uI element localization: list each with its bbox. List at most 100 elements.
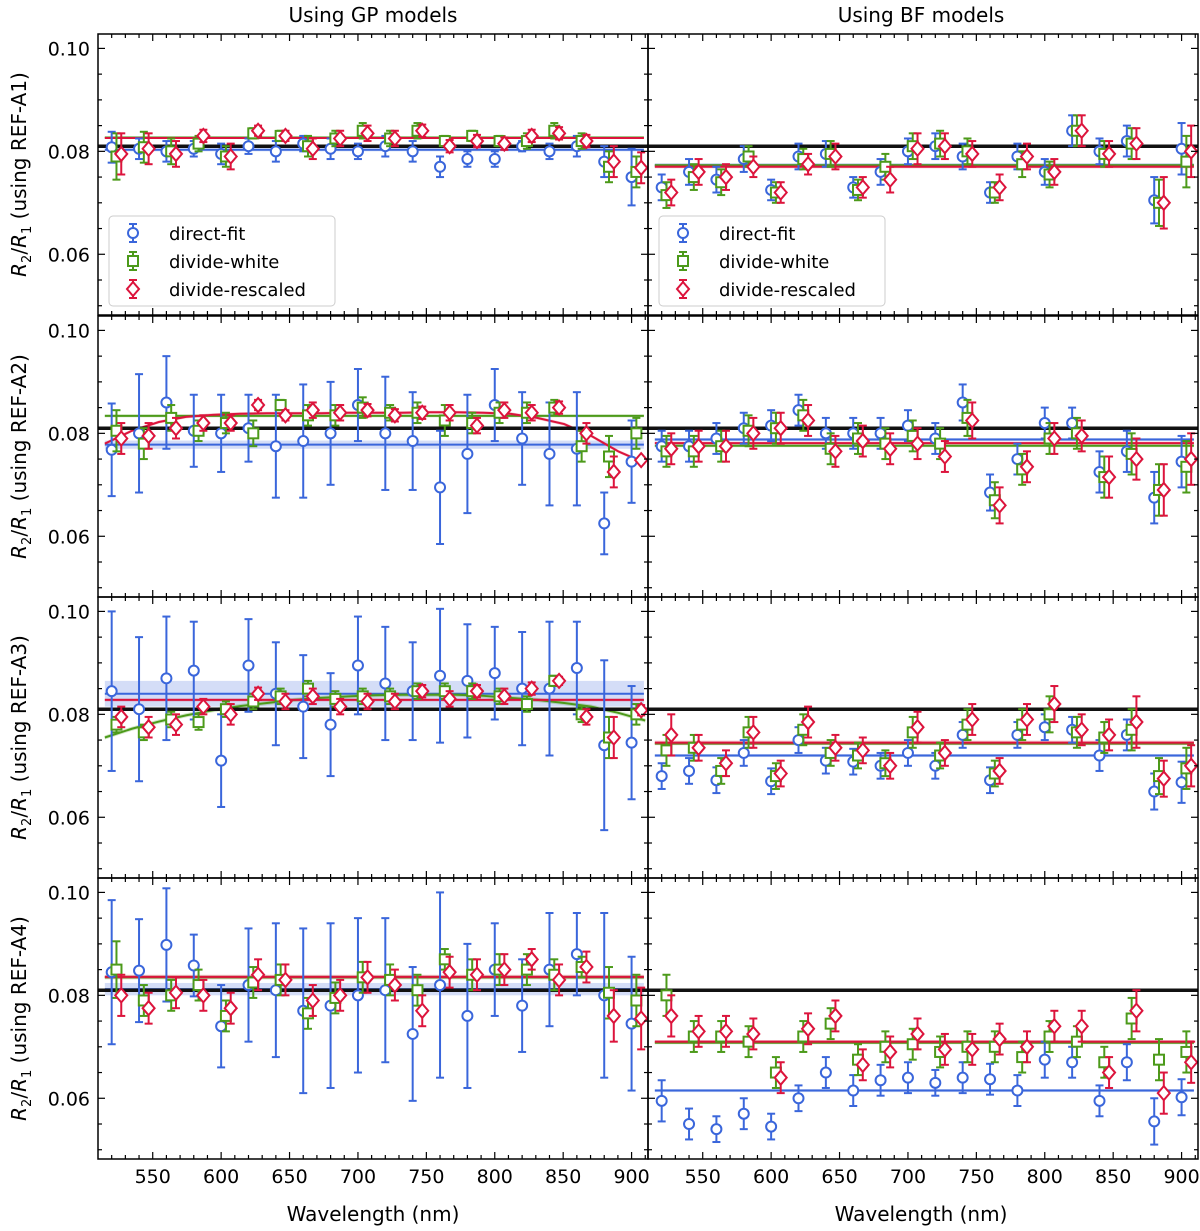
direct_fit-point — [160, 355, 173, 450]
panel-plot-area — [98, 122, 648, 207]
direct_fit-marker — [461, 153, 474, 166]
divide_rescaled-point — [1183, 1040, 1198, 1084]
xlabel-right: Wavelength (nm) — [835, 1202, 1008, 1226]
direct_fit-marker — [737, 746, 750, 759]
direct_fit-marker — [543, 145, 556, 158]
divide_rescaled-point — [387, 406, 403, 424]
xtick-label: 700 — [890, 1166, 926, 1188]
ytick-label: 0.10 — [48, 320, 90, 342]
direct_fit-point — [598, 491, 611, 556]
direct_fit-point — [543, 620, 556, 757]
direct_fit-marker — [1175, 776, 1188, 789]
xtick-label: 600 — [753, 1166, 789, 1188]
divide_rescaled-point — [579, 708, 594, 726]
direct_fit-marker — [901, 746, 914, 759]
divide_rescaled-point — [800, 152, 816, 176]
divide_rescaled-marker — [497, 135, 512, 153]
divide_rescaled-marker — [579, 708, 594, 726]
panel-frame — [97, 596, 649, 879]
divide_rescaled-marker — [141, 999, 156, 1017]
direct_fit-point — [737, 739, 750, 767]
panel-plot-area — [98, 607, 648, 832]
divide_rescaled-point — [800, 705, 816, 739]
direct_fit-point — [516, 630, 529, 747]
divide_rescaled-marker — [278, 692, 293, 711]
divide_rescaled-point — [278, 963, 293, 997]
divide_rescaled-point — [937, 132, 953, 161]
ytick-label: 0.08 — [48, 141, 90, 163]
divide_rescaled-marker — [278, 406, 293, 424]
legend-divide_white-marker — [677, 255, 689, 267]
divide_rescaled-marker — [1074, 427, 1090, 445]
divide_rescaled-marker — [828, 739, 843, 757]
direct_fit-marker — [160, 672, 173, 685]
divide_rescaled-marker — [1101, 468, 1117, 486]
direct_fit-marker — [1011, 453, 1024, 466]
divide_rescaled-point — [414, 122, 430, 140]
divide_rescaled-point — [524, 680, 540, 698]
divide_rescaled-point — [663, 432, 679, 466]
ylabel-ref: (using REF-A3) — [7, 635, 31, 789]
divide_rescaled-marker — [855, 432, 871, 450]
divide_rescaled-point — [442, 137, 457, 155]
divide_rescaled-point — [250, 396, 266, 414]
divide_rescaled-point — [497, 953, 512, 987]
direct_fit-marker — [297, 435, 310, 448]
ylabel-r2: R — [7, 545, 31, 559]
divide_rescaled-marker — [882, 757, 898, 775]
divide_rescaled-point — [278, 127, 293, 145]
divide_rescaled-point — [633, 986, 648, 1051]
divide_rescaled-marker — [691, 1022, 706, 1040]
divide_rescaled-marker — [442, 963, 457, 981]
divide_rescaled-point — [1074, 419, 1090, 453]
direct_fit-marker — [1093, 1094, 1106, 1107]
xtick-label: 550 — [685, 1166, 721, 1188]
direct_fit-marker — [1011, 728, 1024, 741]
direct_fit-point — [819, 1056, 832, 1089]
legend: direct-fit divide-white divide-rescaled — [108, 215, 336, 307]
divide_rescaled-marker — [773, 764, 789, 783]
ylabel-r2: R — [7, 1107, 31, 1121]
xtick-label: 650 — [821, 1166, 857, 1188]
divide_rescaled-point — [387, 692, 403, 711]
divide_rescaled-marker — [855, 741, 871, 759]
divide_rescaled-marker — [360, 401, 375, 419]
direct_fit-point — [406, 140, 419, 163]
divide_rescaled-point — [1156, 176, 1172, 230]
divide_rescaled-marker — [579, 424, 594, 442]
divide_rescaled-point — [250, 122, 266, 140]
divide_rescaled-marker — [1101, 726, 1117, 744]
divide_rescaled-marker — [718, 754, 734, 772]
divide_rescaled-point — [606, 145, 622, 179]
divide_rescaled-marker — [141, 718, 156, 736]
divide_rescaled-point — [1156, 463, 1172, 517]
divide_rescaled-point — [746, 715, 761, 749]
divide_white-marker — [520, 698, 533, 711]
divide_rescaled-marker — [663, 726, 679, 744]
divide_rescaled-point — [113, 422, 129, 455]
divide_rescaled-point — [579, 950, 594, 984]
direct_fit-point — [187, 620, 200, 721]
direct_fit-point — [901, 1061, 914, 1095]
divide_rescaled-point — [524, 948, 540, 971]
divide_rescaled-point — [773, 1061, 789, 1095]
divide_rescaled-point — [332, 404, 348, 422]
ylabel-slash: / — [7, 530, 31, 537]
divide_rescaled-point — [855, 1048, 871, 1082]
divide_rescaled-marker — [1183, 450, 1198, 468]
divide_white-marker — [247, 427, 260, 440]
divide_rescaled-point — [1183, 432, 1198, 486]
direct_fit-marker — [133, 703, 146, 716]
divide_rescaled-point — [800, 404, 816, 437]
divide_rescaled-marker — [414, 122, 430, 140]
divide_white-marker — [575, 440, 588, 453]
direct_fit-marker — [874, 427, 887, 440]
direct_fit-point — [683, 757, 696, 785]
xtick-label: 600 — [203, 1166, 239, 1188]
divide_rescaled-marker — [633, 451, 648, 469]
divide_rescaled-point — [1074, 1009, 1090, 1043]
divide_rescaled-marker — [1074, 721, 1090, 739]
divide_rescaled-marker — [663, 440, 679, 458]
xtick-label: 900 — [613, 1166, 649, 1188]
divide_rescaled-marker — [579, 132, 594, 150]
